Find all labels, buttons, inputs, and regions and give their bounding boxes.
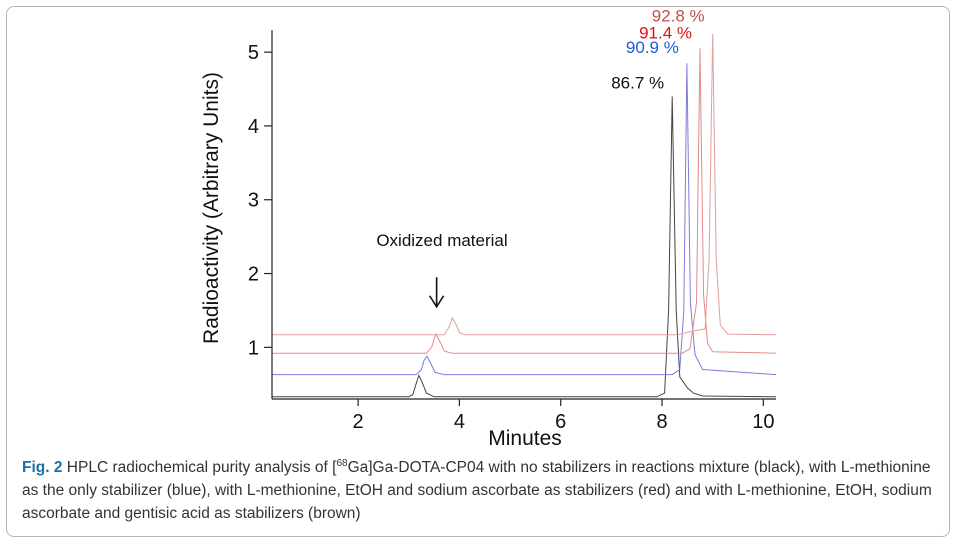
- y-tick-label: 4: [248, 116, 259, 138]
- caption-text-end: Ga]Ga-DOTA-CP04 with no stabilizers in r…: [22, 459, 932, 522]
- caption-superscript: 68: [336, 457, 348, 469]
- figure-caption: Fig. 2 HPLC radiochemical purity analysi…: [22, 456, 934, 525]
- series-layer: [272, 33, 777, 398]
- peak-label-1: 90.9 %: [626, 38, 679, 57]
- annotation-arrow-head: [428, 295, 445, 309]
- peak-labels-layer: 86.7 % 90.9 %91.4 %92.8 %: [611, 7, 704, 93]
- peak-label-0: 86.7 %: [611, 73, 664, 92]
- x-tick-label: 8: [656, 411, 667, 433]
- y-axis-label: Radioactivity (Arbitrary Units): [200, 72, 223, 344]
- x-tick-label: 2: [353, 411, 364, 433]
- series-line-0: [272, 96, 777, 398]
- axes-layer: [271, 30, 776, 400]
- y-tick-label: 3: [248, 190, 259, 212]
- y-tick-label: 2: [248, 264, 259, 286]
- caption-text-start: HPLC radiochemical purity analysis of [: [62, 459, 337, 476]
- x-axis-label: Minutes: [488, 427, 562, 450]
- x-tick-label: 6: [555, 411, 566, 433]
- y-tick-label: 5: [248, 42, 259, 64]
- figure-frame: [6, 6, 950, 537]
- annotation-oxidized-material: Oxidized material: [376, 231, 507, 250]
- peak-label-2: 91.4 %: [639, 23, 692, 42]
- caption-fig-label: Fig. 2: [22, 459, 63, 476]
- series-line-3: [272, 33, 777, 336]
- annotation-layer: Oxidized material: [376, 231, 508, 309]
- x-tick-label: 4: [454, 411, 465, 433]
- x-tick-label: 10: [752, 411, 774, 433]
- series-line-2: [272, 48, 777, 354]
- y-tick-label: 1: [248, 337, 259, 359]
- peak-label-3: 92.8 %: [652, 7, 705, 26]
